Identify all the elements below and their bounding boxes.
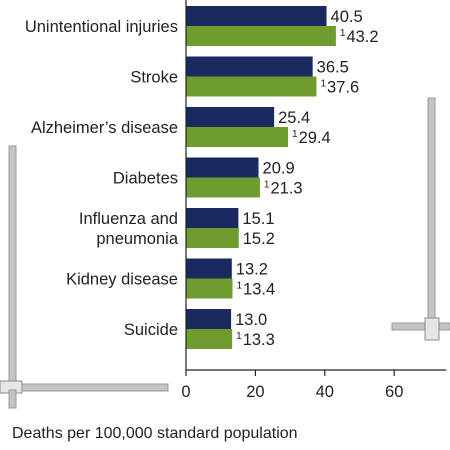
footnote-marker: 1 <box>320 79 326 90</box>
bar-series-1 <box>186 56 313 77</box>
value-label: 15.2 <box>243 230 275 248</box>
bar-series-1 <box>186 258 232 279</box>
bar-series-1 <box>186 107 275 127</box>
footnote-marker: 1 <box>236 281 242 292</box>
value-label: 113.4 <box>236 281 275 299</box>
value-label: 25.4 <box>278 109 310 127</box>
footnote-marker: 1 <box>340 28 346 39</box>
decorative-rail-left <box>8 145 17 387</box>
bar-series-1 <box>186 309 232 329</box>
value-label: 113.3 <box>236 331 275 349</box>
bar-series-2 <box>186 228 239 248</box>
x-tick-label: 60 <box>385 383 403 401</box>
bar-series-2 <box>186 177 260 198</box>
x-tick-label: 20 <box>246 383 264 401</box>
bar-series-2 <box>186 127 289 147</box>
category-label: Alzheimer’s disease <box>31 119 178 137</box>
value-label: 36.5 <box>317 59 349 77</box>
bar-series-2 <box>186 26 336 46</box>
category-label: Diabetes <box>113 170 178 188</box>
footnote-marker: 1 <box>236 331 242 342</box>
bar-series-2 <box>186 329 233 349</box>
bar-series-1 <box>186 6 327 26</box>
footnote-marker: 1 <box>292 129 298 140</box>
category-label: Stroke <box>130 69 178 87</box>
value-label: 40.5 <box>331 8 363 26</box>
category-label: Kidney disease <box>66 271 178 289</box>
category-label: Influenza and <box>79 210 178 228</box>
value-label: 121.3 <box>264 180 303 198</box>
value-label: 143.2 <box>340 28 379 46</box>
decorative-rail-right <box>427 97 436 321</box>
x-tick-label: 40 <box>316 383 334 401</box>
x-axis-title: Deaths per 100,000 standard population <box>12 425 298 442</box>
value-label: 15.1 <box>242 210 274 228</box>
decorative-rail-bottom <box>15 383 169 392</box>
value-label: 13.0 <box>235 311 267 329</box>
decorative-corner-stub <box>8 389 17 409</box>
bar-series-2 <box>186 278 233 299</box>
value-label: 13.2 <box>236 261 268 279</box>
category-label: pneumonia <box>96 230 178 248</box>
bar-series-1 <box>186 208 239 228</box>
footnote-marker: 1 <box>264 180 270 191</box>
category-label: Suicide <box>124 321 178 339</box>
x-tick-label: 0 <box>181 383 190 401</box>
decorative-right-joint <box>424 317 440 341</box>
value-label: 20.9 <box>263 160 295 178</box>
bar-series-1 <box>186 157 259 178</box>
decorative-rail-right-horizontal <box>391 322 450 331</box>
value-label: 129.4 <box>292 129 331 147</box>
category-label: Unintentional injuries <box>25 18 178 36</box>
value-label: 137.6 <box>320 79 359 97</box>
bar-series-2 <box>186 76 317 97</box>
decorative-frame <box>0 97 450 409</box>
